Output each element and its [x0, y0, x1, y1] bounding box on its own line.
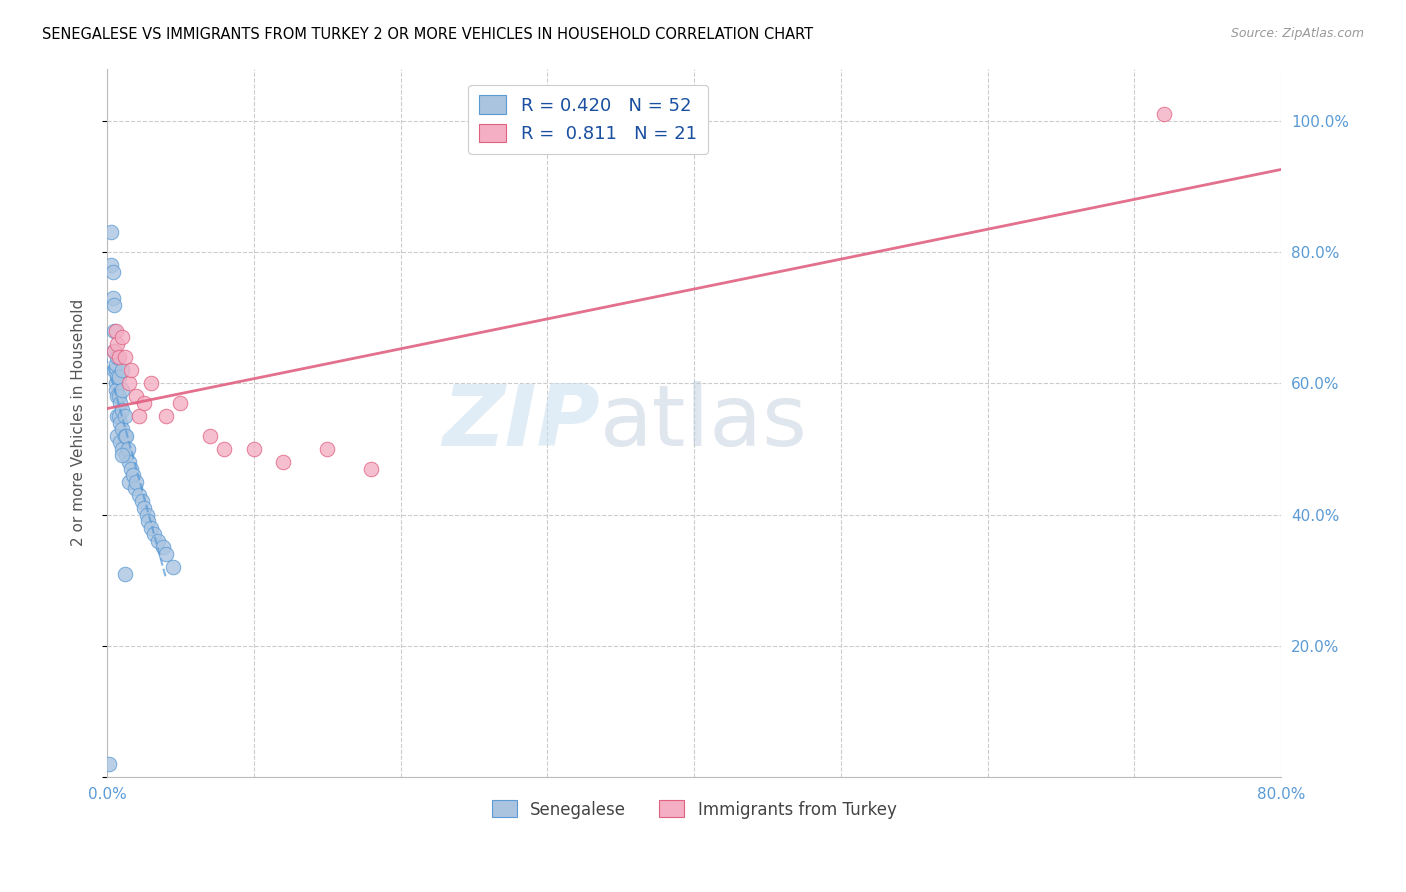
Point — [105, 337, 128, 351]
Text: Source: ZipAtlas.com: Source: ZipAtlas.com — [1230, 27, 1364, 40]
Point — [125, 475, 148, 489]
Point — [118, 455, 141, 469]
Point — [104, 357, 127, 371]
Point — [104, 383, 127, 397]
Point — [103, 363, 125, 377]
Point — [103, 343, 125, 358]
Point — [111, 383, 134, 397]
Point — [103, 324, 125, 338]
Point — [108, 409, 131, 424]
Point — [101, 265, 124, 279]
Point — [139, 376, 162, 391]
Point — [162, 560, 184, 574]
Point — [271, 455, 294, 469]
Point — [155, 409, 177, 424]
Point — [100, 226, 122, 240]
Point — [135, 508, 157, 522]
Point — [155, 547, 177, 561]
Point — [105, 409, 128, 424]
Point — [111, 363, 134, 377]
Point — [128, 409, 150, 424]
Point — [104, 376, 127, 391]
Point — [105, 350, 128, 364]
Y-axis label: 2 or more Vehicles in Household: 2 or more Vehicles in Household — [72, 299, 86, 546]
Point — [148, 533, 170, 548]
Text: atlas: atlas — [600, 381, 808, 464]
Point — [114, 429, 136, 443]
Point — [105, 369, 128, 384]
Point — [104, 324, 127, 338]
Point — [152, 541, 174, 555]
Point — [143, 527, 166, 541]
Point — [132, 396, 155, 410]
Point — [115, 429, 138, 443]
Point — [124, 481, 146, 495]
Point — [103, 343, 125, 358]
Point — [111, 402, 134, 417]
Text: SENEGALESE VS IMMIGRANTS FROM TURKEY 2 OR MORE VEHICLES IN HOUSEHOLD CORRELATION: SENEGALESE VS IMMIGRANTS FROM TURKEY 2 O… — [42, 27, 813, 42]
Point — [114, 409, 136, 424]
Point — [110, 396, 132, 410]
Point — [105, 389, 128, 403]
Point — [108, 369, 131, 384]
Point — [214, 442, 236, 456]
Point — [131, 494, 153, 508]
Point — [132, 500, 155, 515]
Point — [139, 521, 162, 535]
Point — [97, 756, 120, 771]
Point — [128, 488, 150, 502]
Point — [117, 442, 139, 456]
Point — [1153, 107, 1175, 121]
Text: ZIP: ZIP — [443, 381, 600, 464]
Point — [169, 396, 191, 410]
Point — [120, 363, 142, 377]
Point — [111, 330, 134, 344]
Point — [360, 461, 382, 475]
Point — [125, 389, 148, 403]
Point — [120, 461, 142, 475]
Point — [316, 442, 339, 456]
Point — [105, 429, 128, 443]
Point — [110, 416, 132, 430]
Point — [108, 350, 131, 364]
Legend: Senegalese, Immigrants from Turkey: Senegalese, Immigrants from Turkey — [485, 794, 903, 825]
Point — [103, 298, 125, 312]
Point — [108, 389, 131, 403]
Point — [122, 468, 145, 483]
Point — [118, 376, 141, 391]
Point — [243, 442, 266, 456]
Point — [111, 449, 134, 463]
Point — [110, 435, 132, 450]
Point — [111, 422, 134, 436]
Point — [114, 350, 136, 364]
Point — [100, 258, 122, 272]
Point — [115, 449, 138, 463]
Point — [198, 429, 221, 443]
Point — [111, 442, 134, 456]
Point — [136, 514, 159, 528]
Point — [101, 291, 124, 305]
Point — [114, 566, 136, 581]
Point — [118, 475, 141, 489]
